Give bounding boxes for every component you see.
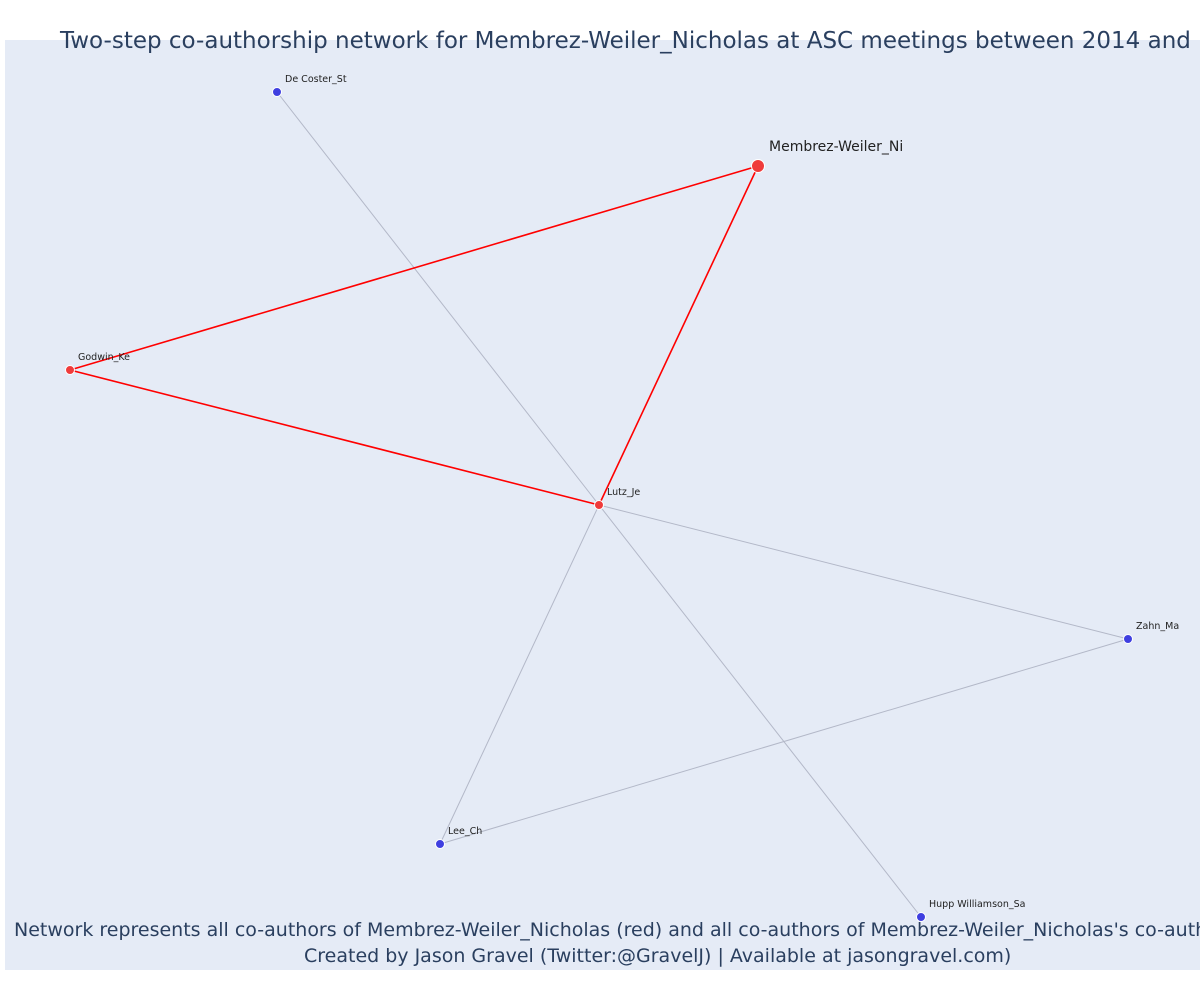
edge-lee-zahn xyxy=(439,638,1129,845)
edge-godwin-lutz xyxy=(69,369,600,506)
edge-membrez-lutz xyxy=(598,165,759,506)
node-layer xyxy=(65,87,1133,922)
edge-membrez-godwin xyxy=(69,165,759,371)
node-label-lutz: Lutz_Je xyxy=(607,487,640,498)
chart-title: Two-step co-authorship network for Membr… xyxy=(60,28,1191,54)
edge-lutz-zahn xyxy=(598,504,1129,640)
node-godwin[interactable] xyxy=(65,365,75,375)
node-destoster[interactable] xyxy=(272,87,282,97)
node-label-membrez: Membrez-Weiler_Ni xyxy=(769,139,903,155)
label-layer: Membrez-Weiler_Ni De Coster_St Godwin_Ke Lu… xyxy=(78,74,1179,910)
edge-lutz-lee xyxy=(439,504,600,845)
node-label-zahn: Zahn_Ma xyxy=(1136,621,1179,632)
node-label-destoster: De Coster_St xyxy=(285,74,347,85)
node-lee[interactable] xyxy=(435,839,445,849)
node-hupp[interactable] xyxy=(916,912,926,922)
node-lutz[interactable] xyxy=(594,500,604,510)
node-label-godwin: Godwin_Ke xyxy=(78,352,130,363)
edge-destoster-lutz xyxy=(276,91,600,506)
node-label-lee: Lee_Ch xyxy=(448,826,482,837)
edge-lutz-hupp xyxy=(598,504,922,918)
network-caption: Network represents all co-authors of Mem… xyxy=(14,919,1200,941)
edge-layer xyxy=(69,91,1129,918)
credit-line: Created by Jason Gravel (Twitter:@Gravel… xyxy=(304,945,1012,967)
node-label-hupp: Hupp Williamson_Sa xyxy=(929,899,1025,910)
node-zahn[interactable] xyxy=(1123,634,1133,644)
node-membrez[interactable] xyxy=(751,159,765,173)
